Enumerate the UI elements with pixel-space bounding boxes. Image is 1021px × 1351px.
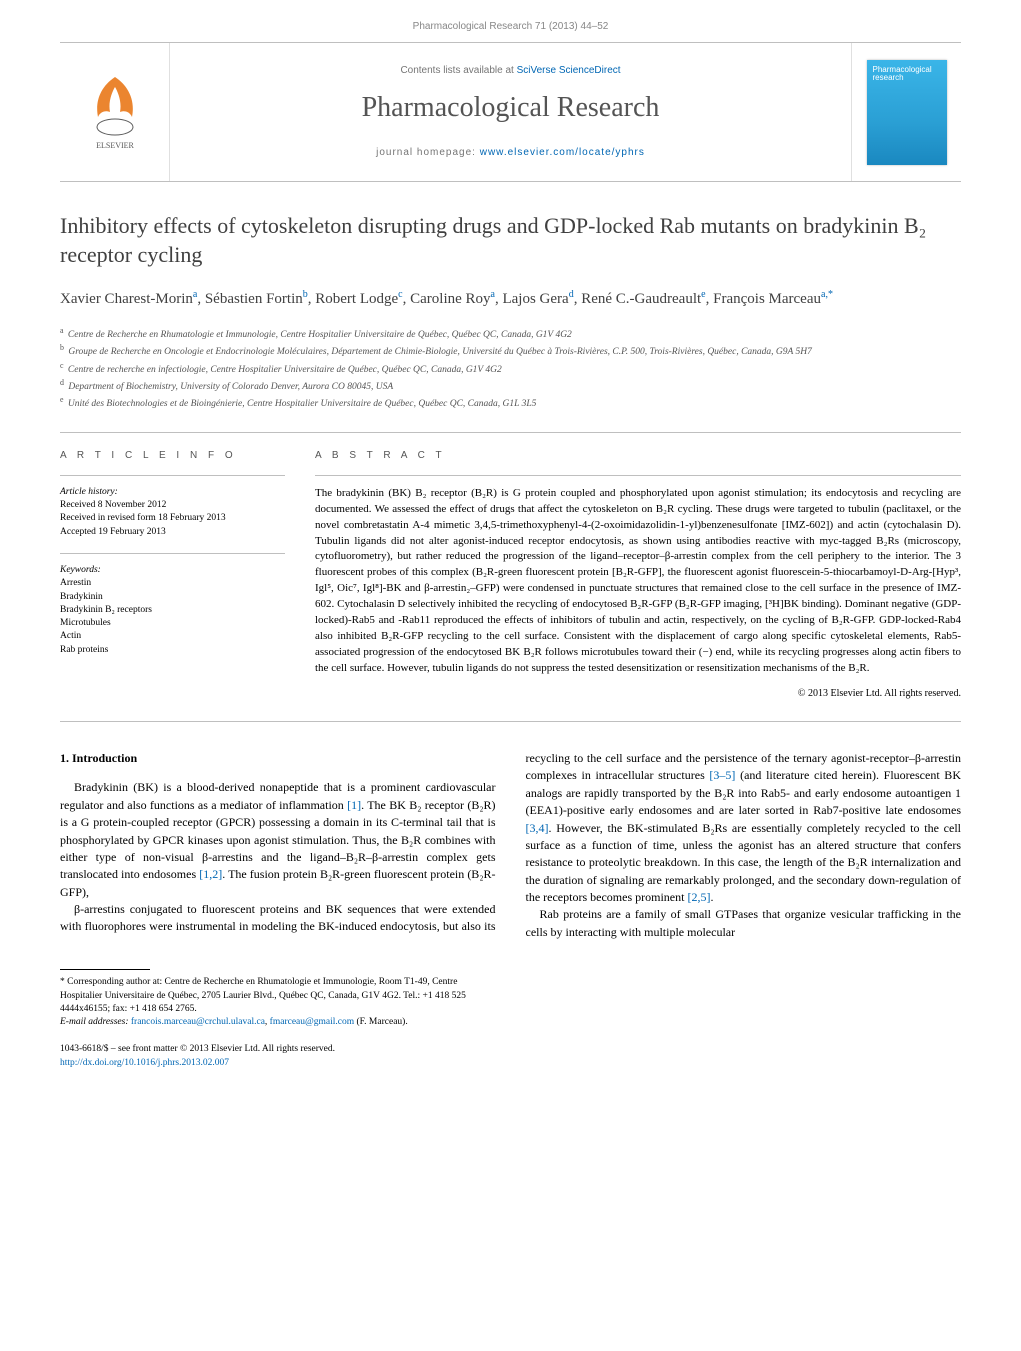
section-heading-intro: 1. Introduction <box>60 750 496 767</box>
citation-link[interactable]: [3,4] <box>526 821 549 835</box>
history-line: Received in revised form 18 February 201… <box>60 512 285 525</box>
masthead-center: Contents lists available at SciVerse Sci… <box>170 43 851 181</box>
body-text: 1. Introduction Bradykinin (BK) is a blo… <box>60 750 961 941</box>
sciencedirect-link[interactable]: SciVerse ScienceDirect <box>517 65 621 76</box>
keyword-line: Bradykinin B₂ receptors <box>60 604 285 617</box>
history-line: Accepted 19 February 2013 <box>60 526 285 539</box>
corresponding-text: * Corresponding author at: Centre de Rec… <box>60 977 466 1014</box>
journal-cover-thumbnail: Pharmacological research <box>867 60 947 165</box>
intro-para-3: Rab proteins are a family of small GTPas… <box>526 906 962 941</box>
keyword-line: Actin <box>60 630 285 643</box>
history-label: Article history: <box>60 486 285 499</box>
homepage-link[interactable]: www.elsevier.com/locate/yphrs <box>480 147 645 158</box>
journal-name: Pharmacological Research <box>362 88 660 127</box>
article-info-column: A R T I C L E I N F O Article history: R… <box>60 449 285 701</box>
contents-prefix: Contents lists available at <box>400 65 516 76</box>
page-footer: * Corresponding author at: Centre de Rec… <box>0 969 1021 1100</box>
keywords-block: Keywords: ArrestinBradykininBradykinin B… <box>60 564 285 657</box>
abstract-column: A B S T R A C T The bradykinin (BK) B₂ r… <box>315 449 961 701</box>
info-abstract-row: A R T I C L E I N F O Article history: R… <box>60 433 961 721</box>
article-front-matter: Inhibitory effects of cytoskeleton disru… <box>0 212 1021 941</box>
history-line: Received 8 November 2012 <box>60 499 285 512</box>
abstract-heading: A B S T R A C T <box>315 449 961 463</box>
svg-text:ELSEVIER: ELSEVIER <box>96 141 134 150</box>
keyword-line: Bradykinin <box>60 591 285 604</box>
journal-homepage-line: journal homepage: www.elsevier.com/locat… <box>376 146 645 160</box>
affiliation-line: b Groupe de Recherche en Oncologie et En… <box>60 342 961 359</box>
affiliation-line: d Department of Biochemistry, University… <box>60 377 961 394</box>
email-name: (F. Marceau). <box>357 1017 408 1027</box>
citation-link[interactable]: [2,5] <box>687 890 710 904</box>
rule-bottom <box>60 721 961 722</box>
email-link-2[interactable]: fmarceau@gmail.com <box>270 1017 354 1027</box>
corresponding-author-footnote: * Corresponding author at: Centre de Rec… <box>60 976 490 1029</box>
running-header: Pharmacological Research 71 (2013) 44–52 <box>0 0 1021 42</box>
author-list: Xavier Charest-Morina, Sébastien Fortinb… <box>60 287 961 311</box>
intro-para-1: Bradykinin (BK) is a blood-derived nonap… <box>60 779 496 901</box>
article-title: Inhibitory effects of cytoskeleton disru… <box>60 212 961 269</box>
citation-link[interactable]: [3–5] <box>709 768 735 782</box>
issn-line: 1043-6618/$ – see front matter © 2013 El… <box>60 1044 335 1054</box>
abstract-text: The bradykinin (BK) B₂ receptor (B₂R) is… <box>315 486 961 677</box>
article-info-heading: A R T I C L E I N F O <box>60 449 285 463</box>
citation-link[interactable]: [1] <box>347 798 361 812</box>
affiliation-line: a Centre de Recherche en Rhumatologie et… <box>60 325 961 342</box>
cover-title: Pharmacological research <box>873 66 932 84</box>
citation-text: Pharmacological Research 71 (2013) 44–52 <box>413 21 609 32</box>
affiliation-line: e Unité des Biotechnologies et de Bioing… <box>60 394 961 411</box>
rule-info-2 <box>60 553 285 554</box>
doi-link[interactable]: http://dx.doi.org/10.1016/j.phrs.2013.02… <box>60 1058 229 1068</box>
affiliation-list: a Centre de Recherche en Rhumatologie et… <box>60 325 961 412</box>
rule-info-1 <box>60 475 285 476</box>
doi-block: 1043-6618/$ – see front matter © 2013 El… <box>60 1043 961 1070</box>
keyword-line: Arrestin <box>60 577 285 590</box>
contents-list-line: Contents lists available at SciVerse Sci… <box>400 64 620 78</box>
keyword-line: Rab proteins <box>60 644 285 657</box>
history-block: Article history: Received 8 November 201… <box>60 486 285 539</box>
abstract-copyright: © 2013 Elsevier Ltd. All rights reserved… <box>315 687 961 701</box>
homepage-prefix: journal homepage: <box>376 147 480 158</box>
footnote-rule <box>60 969 150 970</box>
elsevier-logo-icon: ELSEVIER <box>80 72 150 152</box>
rule-abstract <box>315 475 961 476</box>
email-link-1[interactable]: francois.marceau@crchul.ulaval.ca <box>131 1017 265 1027</box>
journal-masthead: ELSEVIER Contents lists available at Sci… <box>60 42 961 182</box>
citation-link[interactable]: [1,2] <box>199 867 222 881</box>
journal-cover-box: Pharmacological research <box>851 43 961 181</box>
publisher-logo-box: ELSEVIER <box>60 43 170 181</box>
keyword-line: Microtubules <box>60 617 285 630</box>
keywords-label: Keywords: <box>60 564 285 577</box>
email-label: E-mail addresses: <box>60 1017 131 1027</box>
affiliation-line: c Centre de recherche en infectiologie, … <box>60 360 961 377</box>
